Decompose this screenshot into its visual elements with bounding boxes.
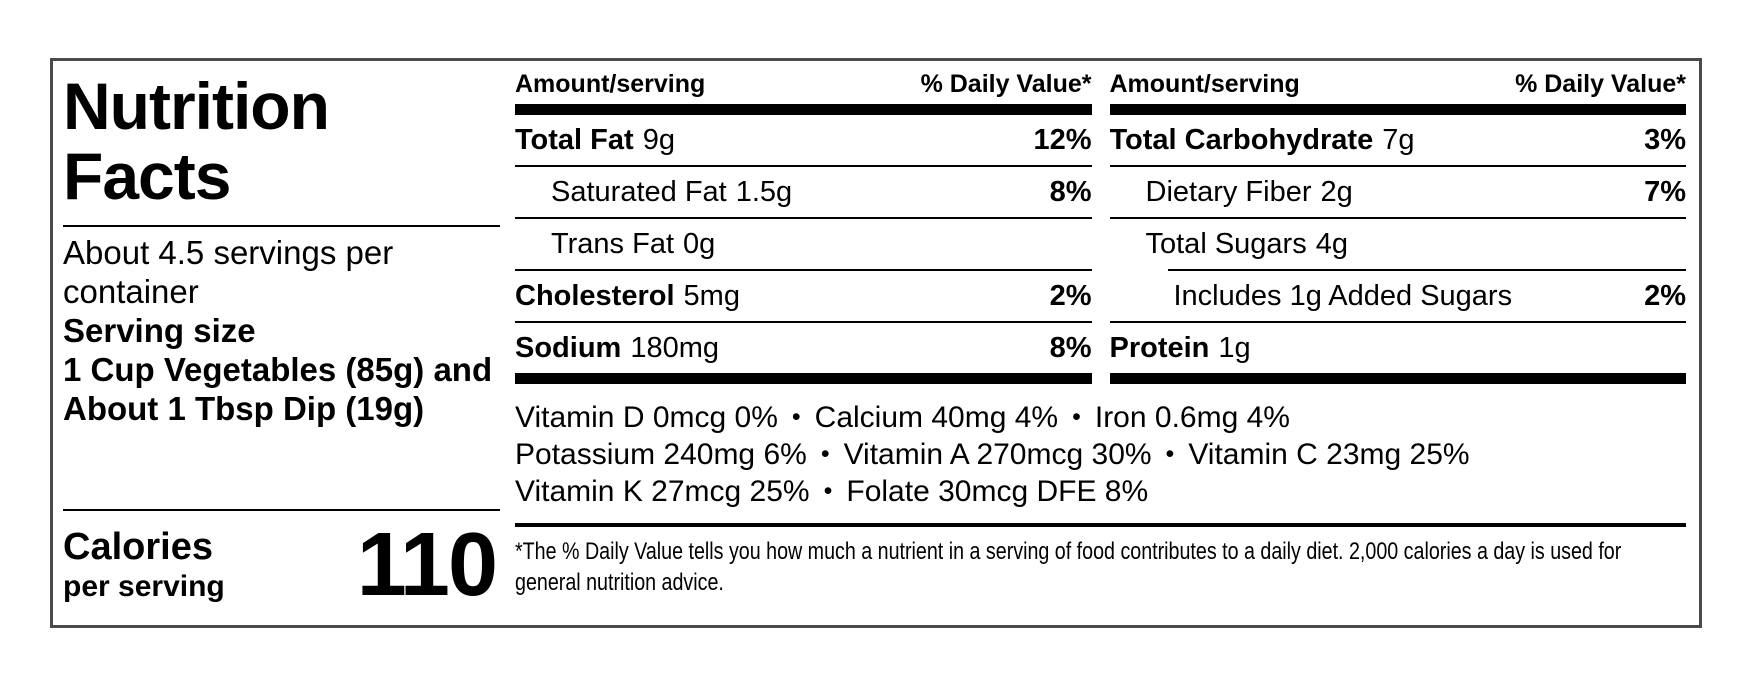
calories-label-group: Calories per serving [63, 525, 225, 605]
nutrient-column-2: Amount/serving % Daily Value* Total Carb… [1109, 61, 1687, 384]
row-added-sugars: Includes 1g Added Sugars 2% [1110, 271, 1687, 321]
micronutrient-item: Potassium 240mg 6% [515, 438, 807, 471]
nutrient-name: Includes 1g Added Sugars [1173, 279, 1513, 312]
serving-size-value: 1 Cup Vegetables (85g) and About 1 Tbsp … [63, 351, 493, 427]
micronutrients-section: Vitamin D 0mcg 0% • Calcium 40mg 4% • Iron 0… [515, 399, 1686, 510]
micronutrient-item: Folate 30mcg DFE 8% [846, 475, 1149, 508]
nutrient-amount: 4g [1315, 227, 1348, 260]
calories-row: Calories per serving 110 [63, 511, 500, 613]
separator-rule [1109, 165, 1686, 167]
micronutrient-line: Vitamin K 27mcg 25% • Folate 30mcg DFE 8% [515, 473, 1686, 510]
column-header: Amount/serving % Daily Value* [1110, 61, 1687, 104]
nutrient-name: Total Fat [515, 123, 634, 156]
nutrient-dv: 12% [1033, 123, 1092, 156]
thick-bar [1109, 104, 1686, 115]
nutrition-facts-label: Nutrition Facts About 4.5 servings per c… [50, 58, 1702, 628]
divider-rule [63, 509, 500, 511]
calories-label: Calories [63, 526, 213, 568]
micronutrient-item: Vitamin K 27mcg 25% [515, 475, 810, 508]
divider-rule [63, 225, 500, 227]
daily-value-header: % Daily Value* [1515, 70, 1686, 98]
daily-value-header: % Daily Value* [920, 70, 1092, 98]
micronutrient-line: Vitamin D 0mcg 0% • Calcium 40mg 4% • Iron 0… [515, 399, 1686, 436]
thick-bar [515, 104, 1092, 115]
bullet-separator: • [1072, 403, 1081, 431]
calories-subtitle: per serving [63, 570, 225, 603]
nutrient-amount: 2g [1320, 175, 1353, 208]
bullet-separator: • [823, 477, 833, 505]
nutrient-dv: 3% [1644, 123, 1686, 156]
row-trans-fat: Trans Fat 0g [515, 219, 1092, 269]
separator-rule [1109, 321, 1686, 323]
nutrient-columns: Amount/serving % Daily Value* Total Fat 9… [515, 61, 1686, 384]
amount-serving-header: Amount/serving [515, 70, 706, 98]
micronutrient-item: Vitamin A 270mcg 30% [843, 438, 1152, 471]
serving-size-label: Serving size [63, 312, 256, 349]
bullet-separator: • [791, 403, 801, 431]
calories-value: 110 [356, 515, 498, 615]
nutrient-name: Protein [1109, 331, 1210, 364]
nutrient-name: Total Carbohydrate [1109, 123, 1374, 156]
separator-rule [515, 321, 1092, 323]
row-dietary-fiber: Dietary Fiber 2g 7% [1110, 167, 1687, 217]
nutrient-name: Sodium [515, 331, 622, 364]
micronutrient-item: Iron 0.6mg 4% [1094, 401, 1290, 434]
thick-bar [1109, 373, 1686, 384]
nutrient-detail-section: Amount/serving % Daily Value* Total Fat 9… [500, 61, 1699, 625]
micronutrient-line: Potassium 240mg 6% • Vitamin A 270mcg 30% •… [515, 436, 1686, 473]
nutrient-name: Total Sugars [1145, 227, 1307, 260]
nutrient-dv: 8% [1049, 331, 1092, 364]
nutrition-facts-title: Nutrition Facts [63, 69, 330, 213]
nutrient-amount: 5mg [683, 279, 740, 312]
bullet-separator: • [1165, 440, 1175, 468]
row-total-fat: Total Fat 9g 12% [515, 115, 1092, 165]
separator-rule-indented [1167, 269, 1686, 271]
row-cholesterol: Cholesterol 5mg 2% [515, 271, 1092, 321]
separator-rule [515, 165, 1092, 167]
serving-info-section: Nutrition Facts About 4.5 servings per c… [53, 61, 500, 625]
micronutrient-item: Vitamin C 23mg 25% [1188, 438, 1470, 471]
thick-bar [515, 373, 1092, 384]
servings-per-container: About 4.5 servings per container [63, 234, 394, 310]
nutrient-amount: 9g [642, 123, 675, 156]
column-header: Amount/serving % Daily Value* [515, 61, 1092, 104]
nutrient-amount: 1.5g [735, 175, 793, 208]
bullet-separator: • [820, 440, 830, 468]
row-saturated-fat: Saturated Fat 1.5g 8% [515, 167, 1092, 217]
nutrient-name: Dietary Fiber [1145, 175, 1312, 208]
row-protein: Protein 1g [1110, 323, 1687, 373]
row-total-sugars: Total Sugars 4g [1110, 219, 1687, 269]
micronutrient-item: Calcium 40mg 4% [814, 401, 1059, 434]
row-sodium: Sodium 180mg 8% [515, 323, 1092, 373]
footnote-rule [515, 523, 1686, 527]
nutrient-column-1: Amount/serving % Daily Value* Total Fat 9… [515, 61, 1092, 384]
nutrient-amount: 7g [1382, 123, 1415, 156]
daily-value-footnote: *The % Daily Value tells you how much a … [515, 538, 1622, 596]
nutrient-dv: 7% [1644, 175, 1686, 208]
nutrient-dv: 2% [1049, 279, 1092, 312]
amount-serving-header: Amount/serving [1109, 70, 1300, 98]
calories-section: Calories per serving 110 [63, 499, 500, 613]
nutrient-name: Trans Fat [551, 227, 675, 260]
separator-rule [515, 217, 1092, 219]
nutrient-dv: 2% [1644, 279, 1686, 312]
nutrient-amount: 1g [1218, 331, 1251, 364]
separator-rule [1109, 217, 1686, 219]
nutrient-amount: 180mg [630, 331, 720, 364]
row-total-carbohydrate: Total Carbohydrate 7g 3% [1110, 115, 1687, 165]
separator-rule [515, 269, 1092, 271]
micronutrient-item: Vitamin D 0mcg 0% [515, 401, 778, 434]
nutrient-name: Cholesterol [515, 279, 675, 312]
nutrient-amount: 0g [683, 227, 716, 260]
nutrient-dv: 8% [1049, 175, 1092, 208]
nutrient-name: Saturated Fat [551, 175, 727, 208]
